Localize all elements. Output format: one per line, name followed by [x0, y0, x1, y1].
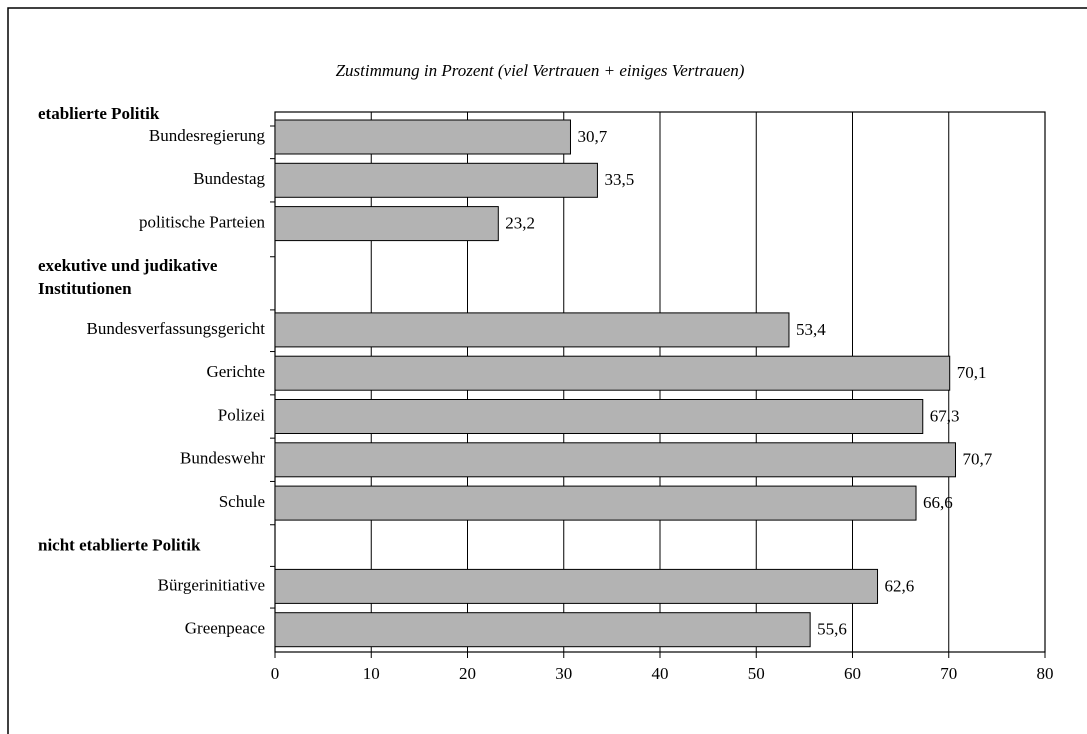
x-tick-label: 70	[940, 664, 957, 683]
value-label: 70,7	[962, 450, 992, 469]
value-label: 66,6	[923, 493, 953, 512]
value-label: 53,4	[796, 320, 826, 339]
bar	[274, 399, 924, 434]
x-tick-label: 50	[748, 664, 765, 683]
bar	[274, 162, 598, 198]
bar	[274, 355, 951, 391]
x-tick-label: 80	[1037, 664, 1054, 683]
x-tick-label: 60	[844, 664, 861, 683]
group-header: etablierte Politik	[38, 104, 160, 123]
y-tick-label: politische Parteien	[139, 213, 266, 232]
value-label: 30,7	[577, 127, 607, 146]
x-tick-label: 0	[271, 664, 280, 683]
x-tick-label: 40	[652, 664, 669, 683]
y-tick-label: Bürgerinitiative	[158, 575, 265, 594]
y-tick-label: Bundeswehr	[180, 449, 265, 468]
x-tick-label: 20	[459, 664, 476, 683]
y-tick-label: Schule	[219, 492, 265, 511]
value-label: 67,3	[930, 406, 960, 425]
bar	[274, 485, 917, 521]
chart-title: Zustimmung in Prozent (viel Vertrauen + …	[336, 61, 745, 80]
bar	[274, 442, 956, 478]
group-header: nicht etablierte Politik	[38, 535, 201, 554]
value-label: 62,6	[885, 576, 915, 595]
group-header-line: exekutive und judikative	[38, 256, 218, 275]
y-tick-label: Bundesregierung	[149, 126, 266, 145]
frame	[7, 7, 1087, 734]
bar	[274, 312, 790, 348]
value-label: 33,5	[604, 170, 634, 189]
value-label: 55,6	[817, 620, 847, 639]
x-tick-label: 10	[363, 664, 380, 683]
bar	[274, 119, 571, 155]
value-label: 70,1	[957, 363, 987, 382]
bar	[274, 206, 499, 242]
group-header-line: Institutionen	[38, 279, 132, 298]
y-tick-label: Bundestag	[193, 169, 265, 188]
y-tick-label: Bundesverfassungsgericht	[87, 319, 266, 338]
y-tick-label: Greenpeace	[185, 619, 265, 638]
bar	[274, 612, 811, 648]
value-label: 23,2	[505, 214, 535, 233]
bar	[274, 568, 879, 604]
y-tick-label: Polizei	[218, 405, 265, 424]
y-tick-label: Gerichte	[206, 362, 265, 381]
group-header: exekutive und judikative Institutionen	[38, 256, 218, 298]
x-tick-label: 30	[555, 664, 572, 683]
